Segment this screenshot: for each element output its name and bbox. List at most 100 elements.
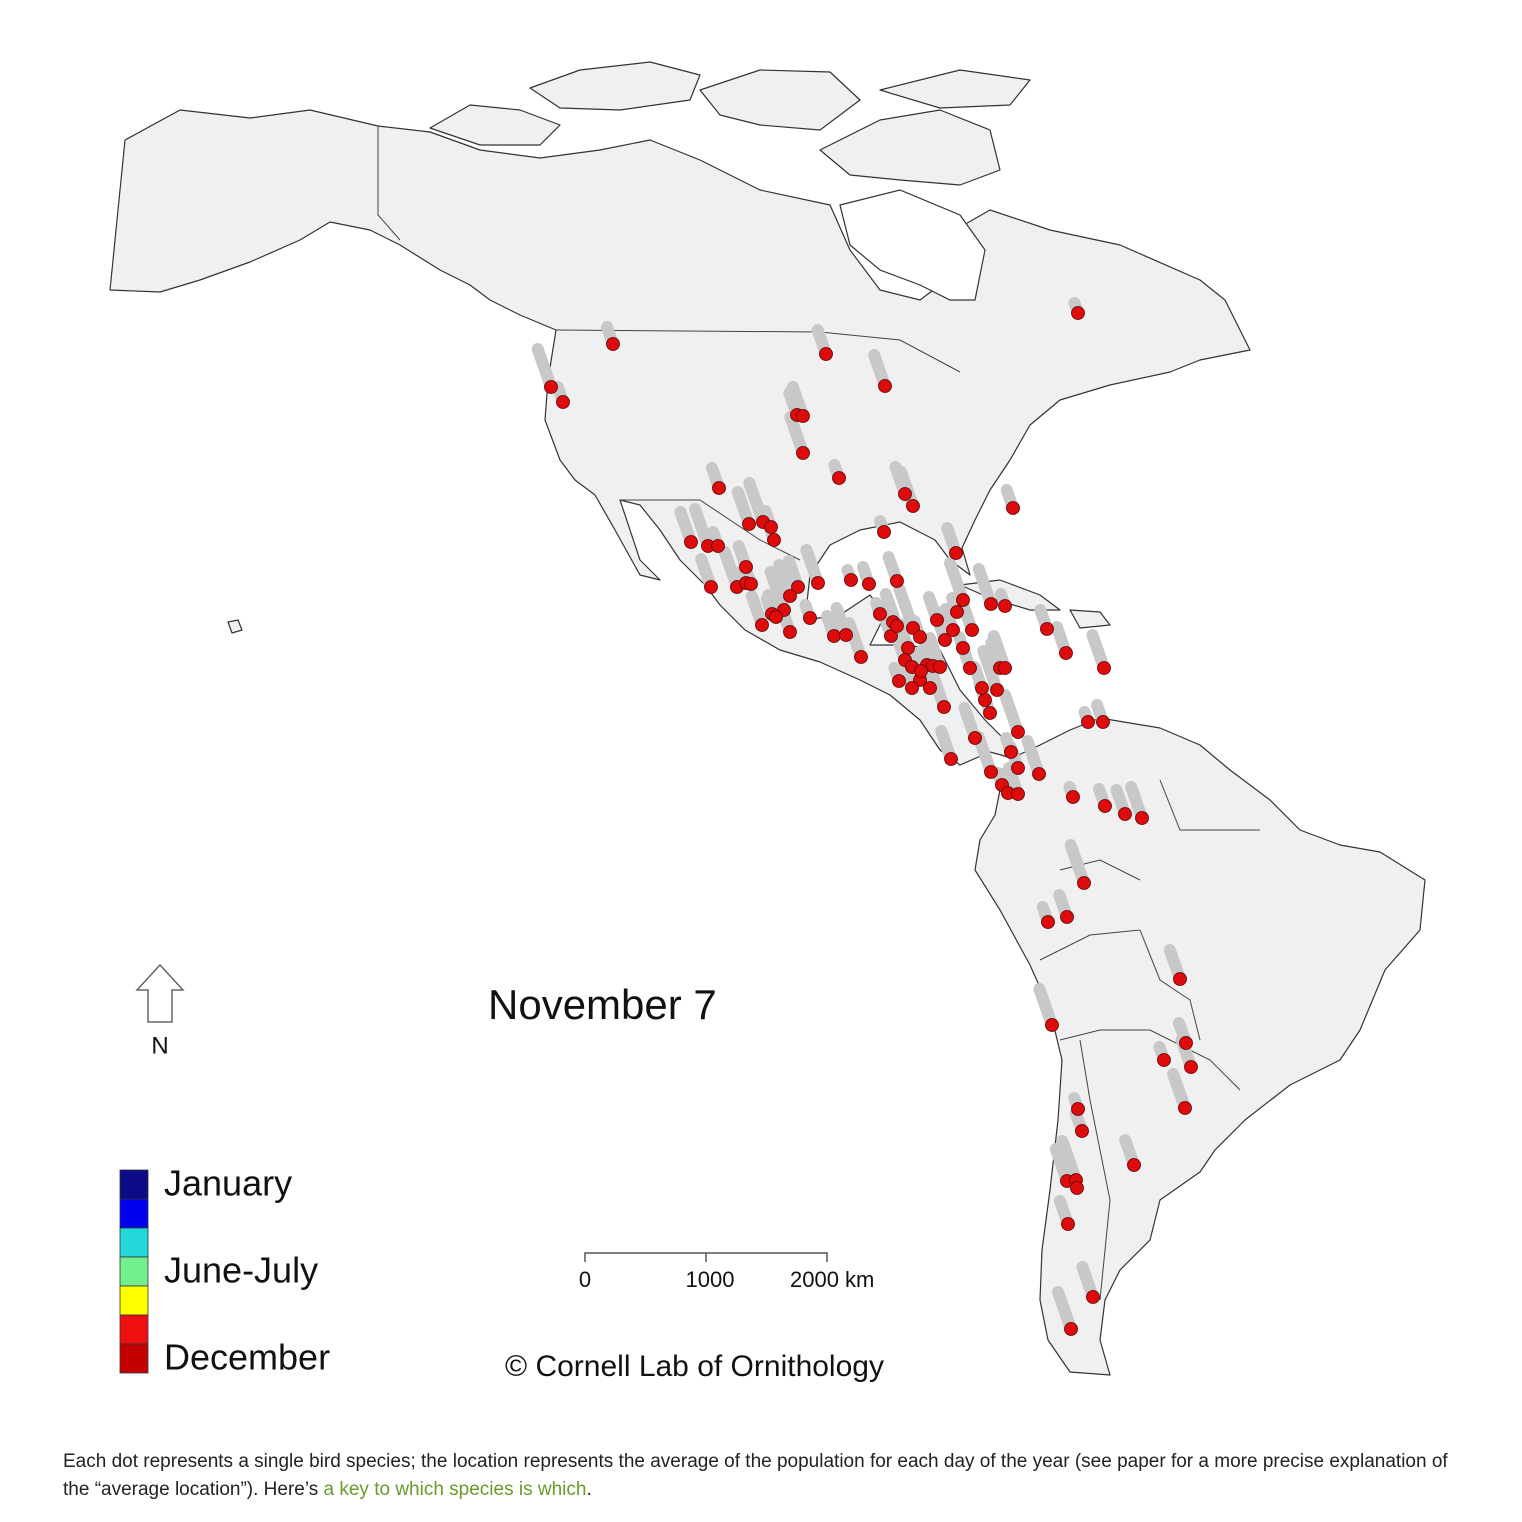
species-dot bbox=[984, 597, 998, 611]
species-dot bbox=[998, 661, 1012, 675]
scale-label: 2000 km bbox=[790, 1267, 874, 1292]
species-dot bbox=[906, 499, 920, 513]
species-dot bbox=[984, 765, 998, 779]
hudson-bay bbox=[839, 189, 986, 301]
species-dot bbox=[744, 577, 758, 591]
hispaniola bbox=[1069, 609, 1111, 629]
arctic-island bbox=[819, 109, 1001, 186]
species-dot bbox=[854, 650, 868, 664]
species-key-link[interactable]: a key to which species is which bbox=[323, 1479, 587, 1500]
species-dot bbox=[1011, 787, 1025, 801]
species-dot bbox=[978, 693, 992, 707]
legend: January June-July December bbox=[119, 1163, 330, 1378]
species-dot bbox=[933, 660, 947, 674]
species-dot bbox=[898, 487, 912, 501]
species-dot bbox=[905, 681, 919, 695]
species-dot bbox=[1061, 1217, 1075, 1231]
species-dot bbox=[930, 613, 944, 627]
arctic-island bbox=[879, 69, 1031, 109]
legend-swatch bbox=[119, 1343, 149, 1374]
species-dot bbox=[1096, 715, 1110, 729]
species-dot bbox=[877, 525, 891, 539]
species-dot bbox=[878, 379, 892, 393]
species-dot bbox=[711, 539, 725, 553]
species-dot bbox=[767, 533, 781, 547]
species-dot bbox=[844, 573, 858, 587]
species-dot bbox=[963, 661, 977, 675]
species-dot bbox=[755, 618, 769, 632]
species-dot bbox=[684, 535, 698, 549]
species-dot bbox=[819, 347, 833, 361]
species-dot bbox=[1004, 745, 1018, 759]
legend-swatch bbox=[119, 1314, 149, 1345]
north-arrow bbox=[135, 963, 185, 1023]
species-dot bbox=[1098, 799, 1112, 813]
species-dot bbox=[606, 337, 620, 351]
species-dot bbox=[827, 629, 841, 643]
species-dot bbox=[944, 752, 958, 766]
species-dot bbox=[742, 517, 756, 531]
caption: Each dot represents a single bird specie… bbox=[63, 1448, 1473, 1504]
species-dot bbox=[873, 607, 887, 621]
south-america bbox=[974, 717, 1426, 1376]
species-dot bbox=[946, 623, 960, 637]
species-dot bbox=[949, 546, 963, 560]
species-dot bbox=[1071, 306, 1085, 320]
species-dot bbox=[556, 395, 570, 409]
species-dot bbox=[950, 605, 964, 619]
hawaii bbox=[227, 619, 243, 634]
species-dot bbox=[1127, 1158, 1141, 1172]
legend-swatch bbox=[119, 1285, 149, 1316]
species-dot bbox=[1060, 910, 1074, 924]
species-dot bbox=[544, 380, 558, 394]
species-dot bbox=[1032, 767, 1046, 781]
species-dot bbox=[783, 589, 797, 603]
species-dot bbox=[839, 628, 853, 642]
species-dot bbox=[1086, 1290, 1100, 1304]
species-dot bbox=[938, 633, 952, 647]
species-dot bbox=[914, 664, 928, 678]
legend-swatch bbox=[119, 1227, 149, 1258]
species-dot bbox=[1041, 915, 1055, 929]
species-dot bbox=[1097, 661, 1111, 675]
scale-bar bbox=[584, 1252, 828, 1262]
species-dot bbox=[1070, 1181, 1084, 1195]
map: N November 7 January June-July December 0 1… bbox=[109, 61, 1426, 1383]
caption-text: Each dot represents a single bird specie… bbox=[63, 1451, 1448, 1500]
scale-label: 1000 bbox=[686, 1267, 735, 1292]
species-dot bbox=[832, 471, 846, 485]
legend-label: January bbox=[164, 1163, 292, 1204]
species-dot bbox=[1157, 1053, 1171, 1067]
species-dot bbox=[1081, 715, 1095, 729]
species-dot bbox=[791, 580, 805, 594]
species-dot bbox=[884, 629, 898, 643]
date-label: November 7 bbox=[488, 981, 717, 1028]
species-dot bbox=[783, 625, 797, 639]
species-dot bbox=[975, 681, 989, 695]
scale-labels: 0 1000 2000 km bbox=[579, 1267, 875, 1292]
species-dot bbox=[968, 731, 982, 745]
species-dot bbox=[937, 700, 951, 714]
scale-label: 0 bbox=[579, 1267, 591, 1292]
species-dot bbox=[1135, 811, 1149, 825]
legend-label: December bbox=[164, 1337, 330, 1378]
species-dot bbox=[901, 641, 915, 655]
species-dot bbox=[1006, 501, 1020, 515]
species-dot bbox=[739, 560, 753, 574]
credit: © Cornell Lab of Ornithology bbox=[505, 1350, 884, 1383]
caption-end: . bbox=[586, 1479, 592, 1500]
arctic-island bbox=[429, 104, 561, 146]
species-dot bbox=[1184, 1060, 1198, 1074]
species-dot bbox=[890, 619, 904, 633]
north-label: N bbox=[151, 1032, 168, 1059]
species-dot bbox=[712, 481, 726, 495]
legend-swatch bbox=[119, 1256, 149, 1287]
species-dot bbox=[965, 623, 979, 637]
species-dot bbox=[998, 599, 1012, 613]
north-america bbox=[109, 109, 1251, 766]
species-dot bbox=[1066, 790, 1080, 804]
species-dot bbox=[811, 576, 825, 590]
species-dot bbox=[1011, 725, 1025, 739]
species-dot bbox=[1077, 876, 1091, 890]
